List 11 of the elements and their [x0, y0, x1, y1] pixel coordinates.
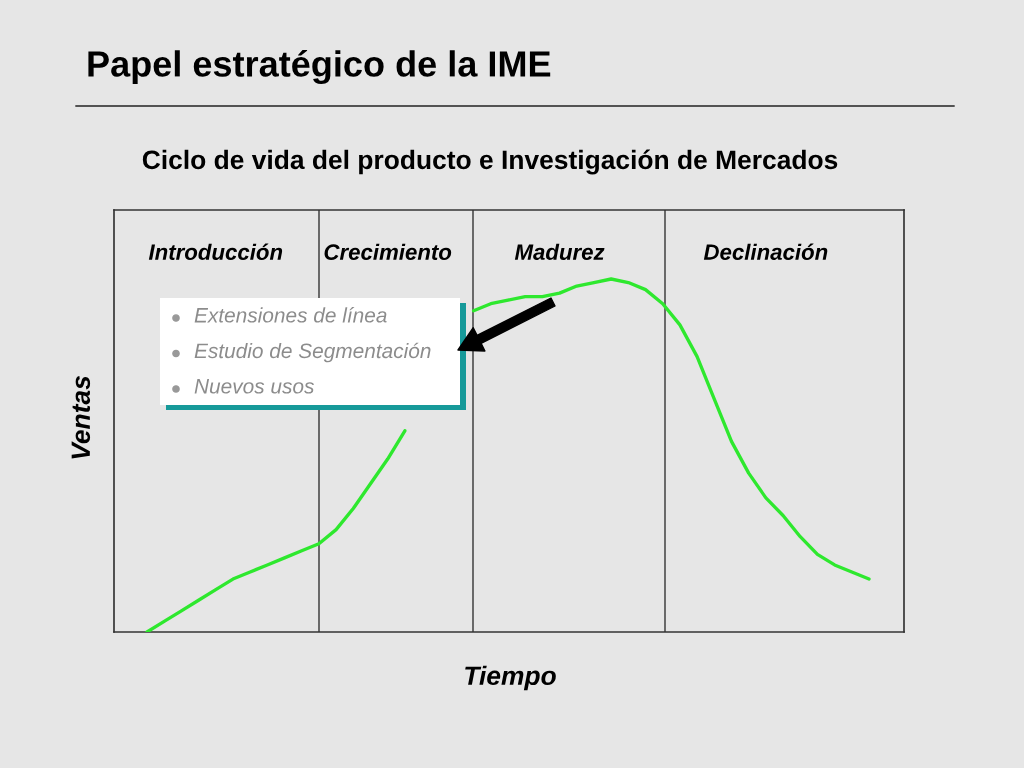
- x-axis-title: Tiempo: [465, 665, 556, 691]
- chart-title: Papel estratégico de la IME: [88, 49, 551, 85]
- x-tick-label: Madurez: [514, 243, 605, 260]
- chart-subtitle: Ciclo de vida del producto e Investigación de Mercados: [142, 149, 838, 175]
- x-tick-label: Introducción: [148, 243, 283, 260]
- annotation: Nuevos usos: [194, 379, 315, 394]
- annotation: Extensiones de línea: [194, 307, 387, 323]
- y-axis-title: Ventas: [71, 376, 91, 459]
- x-tick-label: Crecimiento: [324, 243, 452, 260]
- x-tick-label: Declinación: [703, 243, 828, 260]
- annotation: Estudio de Segmentación: [194, 342, 431, 363]
